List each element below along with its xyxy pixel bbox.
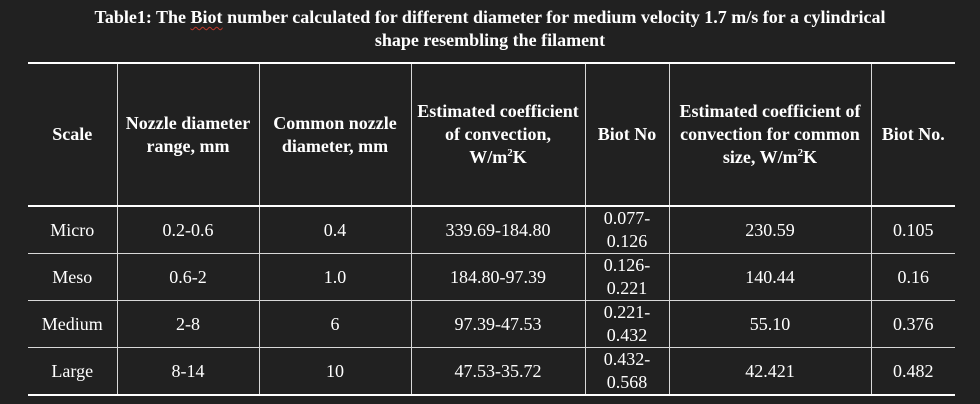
superscript-two: 2 bbox=[507, 147, 513, 159]
cell-scale: Micro bbox=[28, 205, 118, 254]
cell-coefficient-common: 55.10 bbox=[668, 300, 872, 348]
cell-biot-range: 0.077-0.126 bbox=[584, 205, 670, 254]
cell-biot-common: 0.376 bbox=[870, 300, 955, 348]
cell-coefficient-common: 140.44 bbox=[668, 253, 872, 301]
table-row: Meso 0.6-2 1.0 184.80-97.39 0.126-0.221 … bbox=[28, 253, 955, 301]
caption-prefix: Table1: The bbox=[94, 7, 191, 27]
cell-common-diameter: 0.4 bbox=[258, 205, 412, 254]
superscript-two: 2 bbox=[797, 147, 804, 159]
header-biot-no-common: Biot No. bbox=[870, 62, 955, 207]
table-row: Medium 2-8 6 97.39-47.53 0.221-0.432 55.… bbox=[28, 300, 955, 348]
table-row: Micro 0.2-0.6 0.4 339.69-184.80 0.077-0.… bbox=[28, 205, 955, 254]
caption-line1-rest: number calculated for different diameter… bbox=[222, 7, 886, 27]
cell-scale: Meso bbox=[28, 253, 118, 301]
cell-common-diameter: 10 bbox=[258, 347, 412, 396]
cell-coefficient-common: 230.59 bbox=[668, 205, 872, 254]
cell-biot-common: 0.105 bbox=[870, 205, 955, 254]
header-biot-no: Biot No bbox=[584, 62, 670, 207]
cell-coefficient-range: 184.80-97.39 bbox=[410, 253, 586, 301]
cell-diameter-range: 2-8 bbox=[116, 300, 260, 348]
cell-biot-common: 0.16 bbox=[870, 253, 955, 301]
cell-diameter-range: 8-14 bbox=[116, 347, 260, 396]
cell-biot-range: 0.432-0.568 bbox=[584, 347, 670, 396]
caption-spellcheck-word[interactable]: Biot bbox=[190, 7, 223, 27]
caption-line-1: Table1: The Biot number calculated for d… bbox=[0, 6, 980, 29]
cell-common-diameter: 6 bbox=[258, 300, 412, 348]
cell-coefficient-range: 97.39-47.53 bbox=[410, 300, 586, 348]
biot-number-table: Scale Nozzle diameter range, mm Common n… bbox=[28, 62, 955, 396]
header-estimated-coefficient-of-convection: Estimated coefficient of convection, W/m… bbox=[410, 62, 586, 207]
table-row: Large 8-14 10 47.53-35.72 0.432-0.568 42… bbox=[28, 347, 955, 396]
cell-coefficient-common: 42.421 bbox=[668, 347, 872, 396]
header-nozzle-diameter-range: Nozzle diameter range, mm bbox=[116, 62, 260, 207]
cell-coefficient-range: 339.69-184.80 bbox=[410, 205, 586, 254]
header-common-nozzle-diameter: Common nozzle diameter, mm bbox=[258, 62, 412, 207]
cell-diameter-range: 0.2-0.6 bbox=[116, 205, 260, 254]
header-scale: Scale bbox=[28, 62, 118, 207]
caption-line-2: shape resembling the filament bbox=[374, 30, 606, 50]
cell-scale: Medium bbox=[28, 300, 118, 348]
cell-diameter-range: 0.6-2 bbox=[116, 253, 260, 301]
header-coefficient-common-size: Estimated coefficient of convection for … bbox=[668, 62, 872, 207]
cell-coefficient-range: 47.53-35.72 bbox=[410, 347, 586, 396]
cell-biot-common: 0.482 bbox=[870, 347, 955, 396]
cell-scale: Large bbox=[28, 347, 118, 396]
cell-common-diameter: 1.0 bbox=[258, 253, 412, 301]
cell-biot-range: 0.126-0.221 bbox=[584, 253, 670, 301]
cell-biot-range: 0.221-0.432 bbox=[584, 300, 670, 348]
table-caption: Table1: The Biot number calculated for d… bbox=[0, 6, 980, 52]
table-header-row: Scale Nozzle diameter range, mm Common n… bbox=[28, 62, 955, 207]
